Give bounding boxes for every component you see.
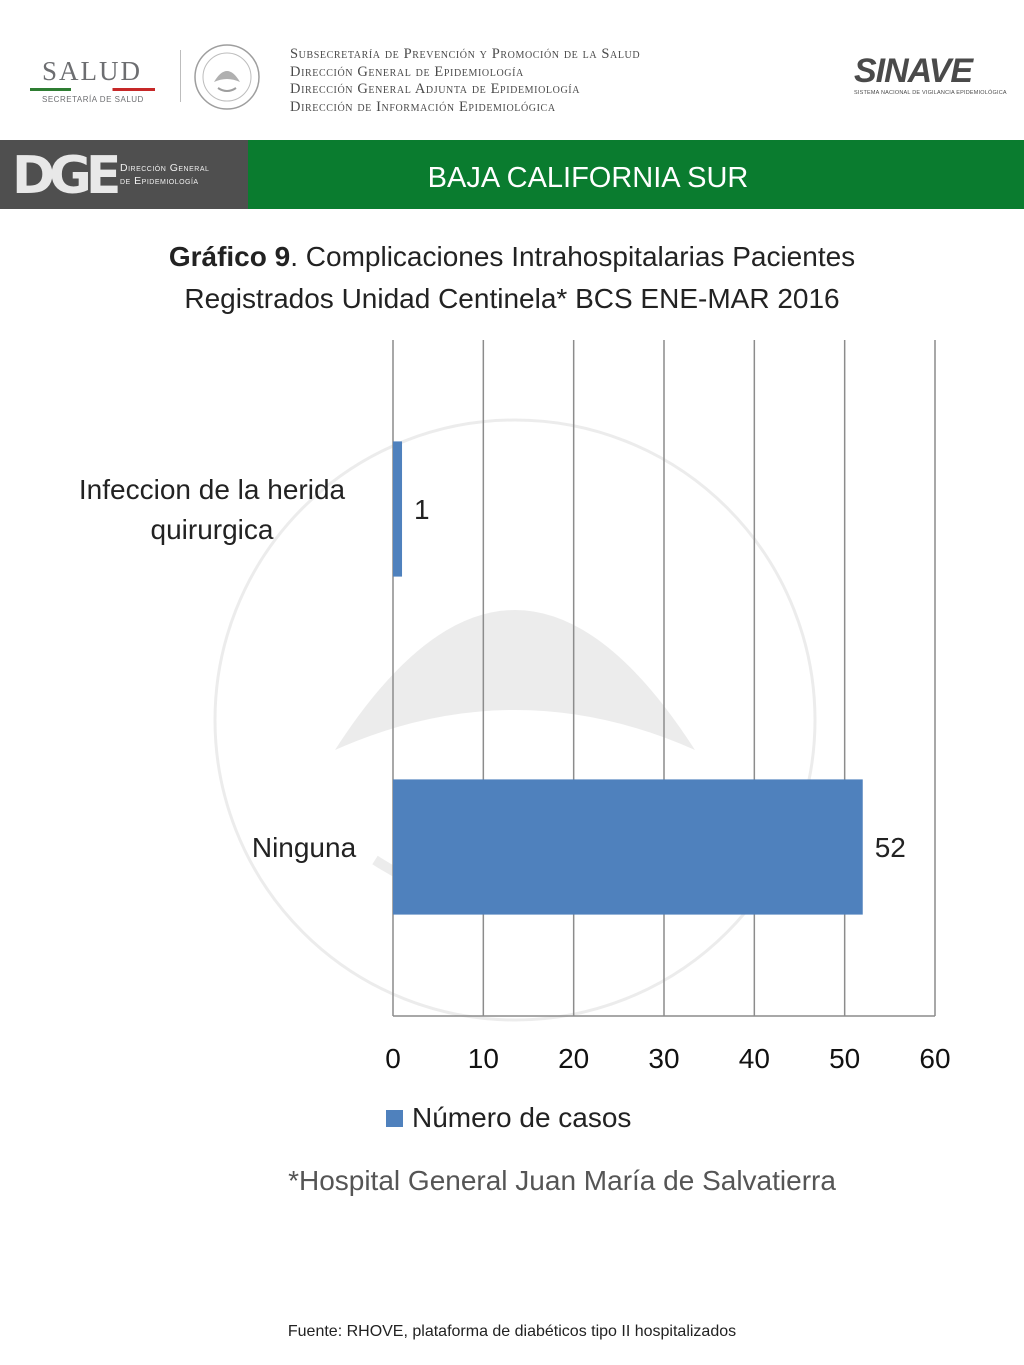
institution-lines: Subsecretaría de Prevención y Promoción … [290,46,640,116]
dge-logo: DGE [12,146,121,206]
bar-chart: Infeccion de la herida quirurgicaNinguna … [79,340,951,1074]
bar [393,441,403,577]
category-label-line: Infeccion de la herida [79,474,346,505]
x-tick-label: 50 [829,1043,860,1074]
x-tick-label: 10 [468,1043,499,1074]
state-block: BAJA CALIFORNIA SUR [248,140,1024,209]
chart-title-number: Gráfico 9 [168,241,291,272]
chart-title-line1: Gráfico 9. Complicaciones Intrahospitala… [60,236,964,278]
national-seal-icon [194,44,260,110]
dge-text-line: de Epidemiología [120,175,199,187]
chart-title: Gráfico 9. Complicaciones Intrahospitala… [60,236,964,320]
bars [393,441,863,915]
category-label-line: quirurgica [151,514,274,545]
chart-title-line2: Registrados Unidad Centinela* BCS ENE-MA… [184,283,840,314]
category-label: Infeccion de la herida quirurgica [79,474,346,545]
legend-label: Número de casos [412,1102,632,1133]
institution-line: Dirección General Adjunta de Epidemiolog… [290,81,581,97]
data-labels: 1 52 [414,494,906,863]
data-label: 1 [414,494,430,525]
category-labels: Infeccion de la herida quirurgica Ninguna [79,474,357,863]
salud-wordmark: SALUD [42,56,143,86]
bar [393,779,863,915]
salud-logo: SALUD SECRETARÍA DE SALUD [28,52,178,112]
x-axis-ticks: 0 10 20 30 40 50 60 [385,1043,950,1074]
state-name: BAJA CALIFORNIA SUR [427,162,749,194]
footnote: *Hospital General Juan María de Salvatie… [288,1165,836,1196]
dge-text: Dirección General de Epidemiología [120,162,209,188]
dge-text-line: Dirección General [120,162,210,174]
x-tick-label: 60 [919,1043,950,1074]
x-tick-label: 0 [385,1043,401,1074]
legend-swatch [386,1109,403,1127]
category-label: Ninguna [252,832,357,863]
source-note: Fuente: RHOVE, plataforma de diabéticos … [287,1323,737,1340]
salud-subtitle: SECRETARÍA DE SALUD [42,95,144,104]
data-label: 52 [875,832,906,863]
institution-line: Dirección General de Epidemiología [290,63,524,80]
category-label-line: Ninguna [252,832,357,863]
institution-line: Dirección de Información Epidemiológica [290,98,556,115]
header-divider [180,50,181,102]
salud-flag-bar [30,88,155,91]
sinave-logo: SINAVE SISTEMA NACIONAL DE VIGILANCIA EP… [852,48,1007,100]
state-banner: DGE Dirección General de Epidemiología B… [0,140,1024,209]
chart-title-text: . Complicaciones Intrahospitalarias Paci… [290,241,856,272]
x-tick-label: 30 [648,1043,679,1074]
sinave-subtitle: SISTEMA NACIONAL DE VIGILANCIA EPIDEMIOL… [854,90,1007,96]
x-tick-label: 20 [558,1043,589,1074]
sinave-wordmark: SINAVE [854,52,973,90]
legend: Número de casos [386,1100,631,1136]
header: SALUD SECRETARÍA DE SALUD Subsecretaría … [0,0,1024,135]
x-tick-label: 40 [739,1043,770,1074]
dge-block: DGE Dirección General de Epidemiología [0,140,248,209]
institution-line: Subsecretaría de Prevención y Promoción … [290,46,641,62]
